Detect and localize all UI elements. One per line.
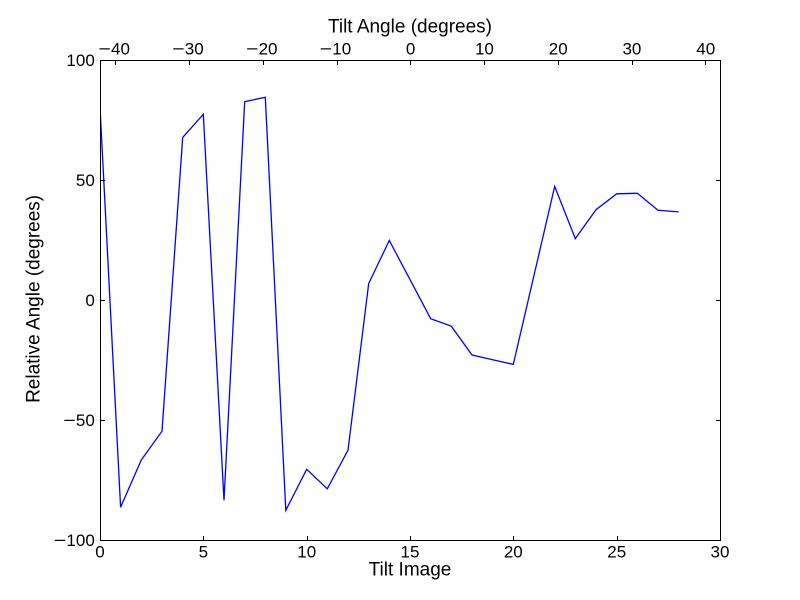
svg-text:5: 5 [199,542,208,561]
svg-text:20: 20 [549,39,568,58]
svg-text:30: 30 [711,542,730,561]
svg-text:0: 0 [85,291,94,310]
svg-text:0: 0 [95,542,104,561]
svg-text:Tilt Angle (degrees): Tilt Angle (degrees) [328,17,492,38]
svg-text:100: 100 [66,51,94,70]
svg-text:Tilt Image: Tilt Image [369,560,452,581]
svg-text:−40: −40 [98,39,129,58]
svg-text:30: 30 [622,39,641,58]
svg-text:0: 0 [406,39,415,58]
svg-text:−10: −10 [320,39,351,58]
svg-text:15: 15 [401,542,420,561]
svg-text:10: 10 [297,542,316,561]
svg-text:10: 10 [475,39,494,58]
svg-text:40: 40 [696,39,715,58]
svg-text:Relative Angle (degrees): Relative Angle (degrees) [24,195,45,403]
svg-text:50: 50 [76,171,95,190]
svg-text:−100: −100 [54,531,95,550]
svg-text:25: 25 [607,542,626,561]
svg-text:−30: −30 [172,39,203,58]
svg-text:−20: −20 [246,39,277,58]
svg-text:−50: −50 [63,411,94,430]
svg-text:20: 20 [504,542,523,561]
